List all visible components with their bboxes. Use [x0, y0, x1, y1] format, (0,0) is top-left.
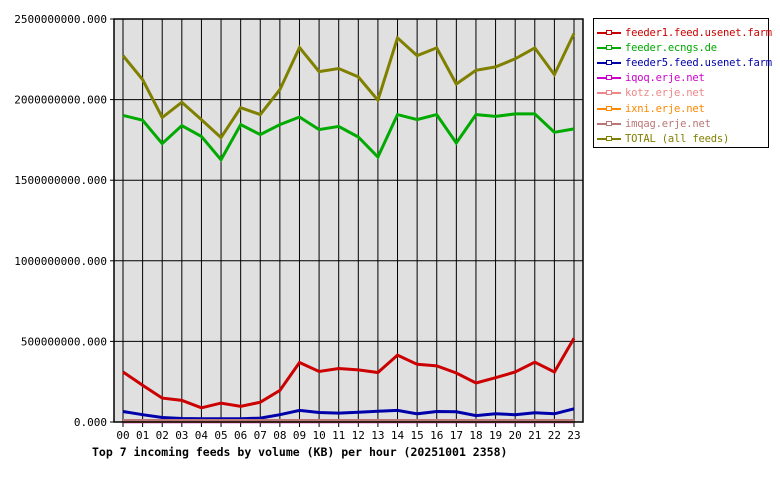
- x-tick-label: 13: [371, 429, 384, 442]
- legend-label: kotz.erje.net: [625, 87, 705, 100]
- grid-lines: [114, 19, 583, 422]
- x-tick-label: 22: [548, 429, 561, 442]
- legend-line-marker-icon: [597, 134, 623, 144]
- y-tick-label: 0.000: [74, 416, 107, 429]
- legend-line-marker-icon: [597, 43, 623, 53]
- series-line-0: [122, 337, 576, 410]
- x-tick-label: 02: [156, 429, 169, 442]
- x-tick-label: 06: [234, 429, 247, 442]
- legend-item: iqoq.erje.net: [594, 71, 768, 86]
- x-tick-label: 00: [116, 429, 129, 442]
- legend-line-marker-icon: [597, 104, 623, 114]
- legend-item: feeder5.feed.usenet.farm: [594, 55, 772, 70]
- legend-line-marker-icon: [597, 28, 623, 38]
- y-tick-label: 500000000.000: [21, 335, 107, 348]
- x-tick-label: 05: [214, 429, 227, 442]
- legend-item: imqag.erje.net: [594, 116, 768, 131]
- plot-border: [113, 18, 584, 423]
- y-axis: 0.000 500000000.000 1000000000.000 15000000…: [14, 13, 114, 429]
- x-tick-label: 12: [352, 429, 365, 442]
- legend-label: feeder5.feed.usenet.farm: [625, 56, 772, 69]
- x-tick-label: 17: [450, 429, 463, 442]
- y-tick-label: 1000000000.000: [14, 255, 107, 268]
- x-tick-label: 18: [469, 429, 482, 442]
- x-tick-label: 19: [489, 429, 502, 442]
- series-line-1: [122, 112, 575, 163]
- legend-item: TOTAL (all feeds): [594, 131, 768, 146]
- legend-label: feeder.ecngs.de: [625, 41, 717, 54]
- legend: feeder1.feed.usenet.farm feeder.ecngs.de f…: [593, 18, 772, 148]
- legend-label: iqoq.erje.net: [625, 72, 705, 85]
- legend-item: ixni.erje.net: [594, 101, 768, 116]
- x-tick-label: 21: [528, 429, 541, 442]
- x-tick-label: 07: [254, 429, 267, 442]
- x-tick-label: 09: [293, 429, 306, 442]
- x-tick-label: 08: [273, 429, 286, 442]
- y-tick-label: 2500000000.000: [14, 13, 107, 26]
- x-tick-label: 11: [332, 429, 345, 442]
- x-tick-label: 15: [411, 429, 424, 442]
- legend-line-marker-icon: [597, 119, 623, 129]
- legend-label: imqag.erje.net: [625, 117, 711, 130]
- y-tick-label: 2000000000.000: [14, 94, 107, 107]
- legend-item: kotz.erje.net: [594, 86, 768, 101]
- legend-item: feeder.ecngs.de: [594, 40, 768, 55]
- x-tick-label: 04: [195, 429, 209, 442]
- chart-title: Top 7 incoming feeds by volume (KB) per …: [92, 445, 507, 459]
- series-line-7: [121, 32, 576, 140]
- x-axis: 00 01 02 03 04 05 06 07 08 09 10 11 12 13 14 15 16 17 18 19…: [116, 422, 581, 442]
- legend-item: feeder1.feed.usenet.farm: [594, 25, 772, 40]
- legend-line-marker-icon: [597, 88, 623, 98]
- x-tick-label: 14: [391, 429, 405, 442]
- legend-label: ixni.erje.net: [625, 102, 705, 115]
- legend-label: feeder1.feed.usenet.farm: [625, 26, 772, 39]
- y-tick-label: 1500000000.000: [14, 174, 107, 187]
- x-tick-label: 03: [175, 429, 188, 442]
- x-tick-label: 01: [136, 429, 149, 442]
- legend-line-marker-icon: [597, 58, 623, 68]
- x-tick-label: 23: [567, 429, 580, 442]
- x-tick-label: 10: [312, 429, 325, 442]
- legend-label: TOTAL (all feeds): [625, 132, 730, 145]
- plot-area: [114, 19, 583, 422]
- series-line-2: [122, 407, 575, 421]
- x-tick-label: 20: [509, 429, 522, 442]
- x-tick-label: 16: [430, 429, 443, 442]
- legend-line-marker-icon: [597, 73, 623, 83]
